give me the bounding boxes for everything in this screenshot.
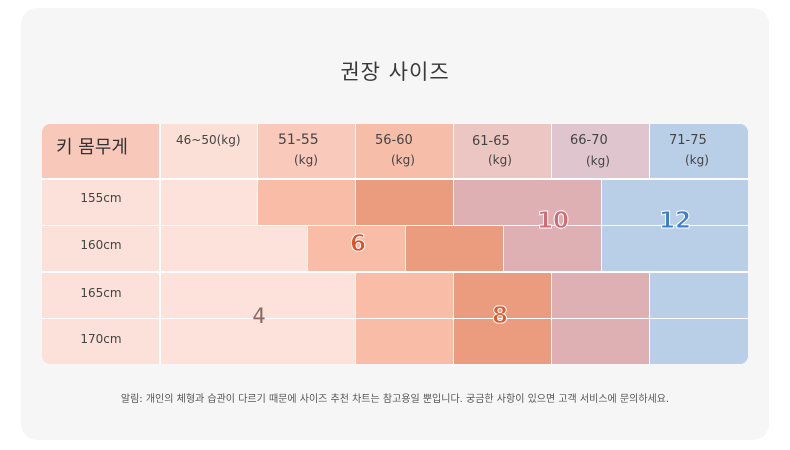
weight-header-cell bbox=[356, 124, 454, 178]
size-region-10 bbox=[454, 178, 602, 226]
weight-unit-label: (kg) bbox=[391, 153, 415, 167]
grid-line bbox=[551, 272, 552, 364]
weight-header-cell bbox=[650, 124, 748, 178]
size-table: 키 몸무게 46~50(kg) 51-55 (kg) 56-60 (kg) 61… bbox=[42, 124, 748, 364]
size-region-10 bbox=[504, 226, 602, 272]
grid-line bbox=[649, 124, 650, 178]
grid-line bbox=[42, 178, 748, 180]
weight-range-label: 66-70 bbox=[570, 133, 608, 148]
grid-line bbox=[42, 271, 748, 273]
grid-line bbox=[159, 124, 161, 364]
grid-line bbox=[601, 178, 602, 272]
grid-line bbox=[453, 272, 454, 364]
grid-line bbox=[405, 226, 406, 272]
size-region-6 bbox=[308, 226, 406, 272]
height-label: 155cm bbox=[80, 191, 122, 205]
grid-line bbox=[307, 226, 308, 272]
size-region-8 bbox=[356, 178, 454, 226]
size-label-8: 8 bbox=[491, 303, 508, 330]
size-region-8 bbox=[406, 226, 504, 272]
weight-header-cell bbox=[454, 124, 552, 178]
height-label: 170cm bbox=[80, 332, 122, 346]
page-title: 권장 사이즈 bbox=[340, 60, 450, 84]
height-label: 160cm bbox=[80, 238, 122, 252]
grid-line bbox=[453, 178, 454, 226]
corner-label: 키 몸무게 bbox=[56, 137, 128, 158]
grid-line bbox=[355, 272, 356, 364]
grid-line bbox=[503, 226, 504, 272]
corner-header-cell bbox=[42, 124, 160, 178]
size-label-10: 10 bbox=[536, 208, 569, 235]
grid-line bbox=[453, 124, 454, 178]
size-label-12: 12 bbox=[658, 208, 691, 235]
weight-unit-label: (kg) bbox=[586, 154, 610, 168]
size-region-6 bbox=[258, 178, 356, 226]
weight-header-cell bbox=[258, 124, 356, 178]
weight-unit-label: (kg) bbox=[488, 153, 512, 167]
grid-line bbox=[257, 124, 258, 226]
grid-line bbox=[551, 124, 552, 178]
weight-range-label: 61-65 bbox=[472, 134, 510, 149]
footer-note: 알림: 개인의 체형과 습관이 다르기 때문에 사이즈 추천 차트는 참고용일 … bbox=[120, 394, 670, 405]
size-region-4 bbox=[160, 226, 308, 272]
size-label-6: 6 bbox=[349, 231, 366, 258]
weight-range-label: 46~50(kg) bbox=[176, 133, 241, 147]
weight-header-cell bbox=[160, 124, 258, 178]
weight-range-label: 56-60 bbox=[375, 133, 413, 148]
weight-unit-label: (kg) bbox=[294, 153, 318, 167]
grid-line bbox=[355, 178, 356, 226]
grid-line bbox=[355, 124, 356, 178]
grid-line bbox=[649, 272, 650, 364]
weight-unit-label: (kg) bbox=[685, 153, 709, 167]
grid-line bbox=[42, 225, 748, 226]
size-region-4 bbox=[160, 178, 258, 226]
size-label-4: 4 bbox=[252, 304, 266, 328]
weight-header-cell bbox=[552, 124, 650, 178]
weight-range-label: 51-55 bbox=[278, 132, 319, 148]
weight-range-label: 71-75 bbox=[669, 133, 707, 148]
grid-line bbox=[42, 318, 748, 319]
height-label: 165cm bbox=[80, 286, 122, 300]
